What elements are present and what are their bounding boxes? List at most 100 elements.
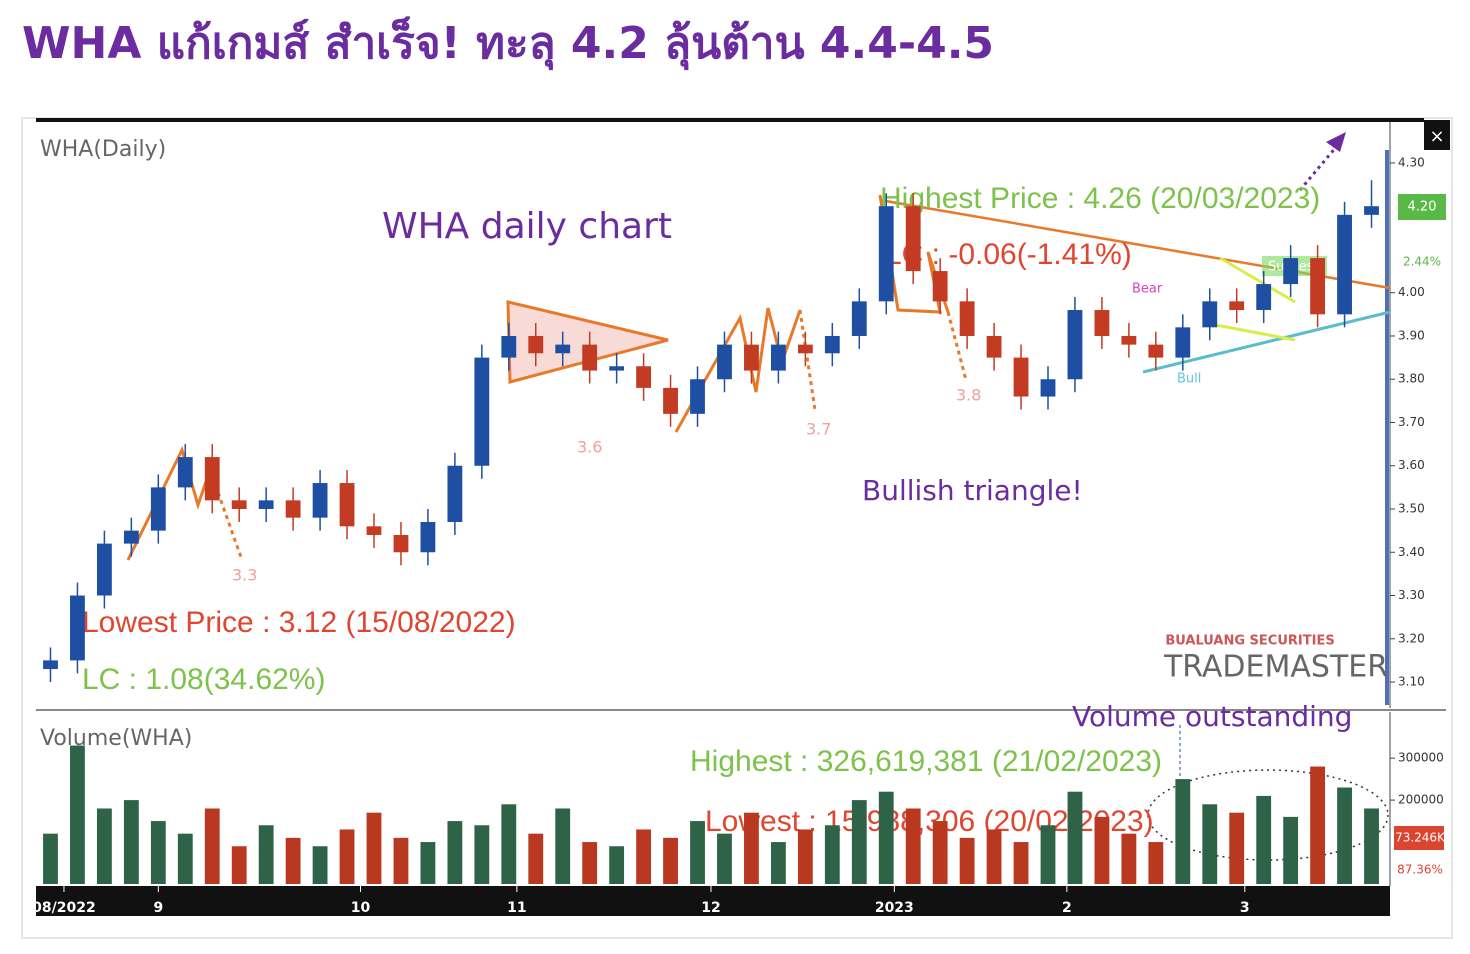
- candle-body: [770, 344, 786, 371]
- volume-bar: [1121, 833, 1137, 884]
- annotation: Volume outstanding: [1072, 700, 1352, 733]
- y-tick-label: 4.30: [1398, 155, 1425, 169]
- candle-body: [70, 595, 85, 661]
- candle-body: [177, 457, 193, 488]
- volume-bar: [1094, 816, 1110, 884]
- candle-body: [312, 483, 328, 518]
- candle-body: [744, 344, 759, 371]
- volume-bar: [420, 842, 436, 884]
- candle-body: [959, 301, 975, 336]
- volume-bar: [1202, 804, 1218, 884]
- volume-bar: [824, 825, 840, 884]
- candle-body: [824, 335, 840, 354]
- annotation: Lowest Price : 3.12 (15/08/2022): [82, 606, 516, 639]
- annotation: LC : 1.08(34.62%): [82, 663, 325, 696]
- candle-body: [1256, 284, 1272, 311]
- volume-bar: [1175, 779, 1191, 884]
- volume-bar: [770, 842, 786, 884]
- last-price-box: [1398, 194, 1446, 220]
- x-tick-label: 12: [701, 900, 720, 916]
- volume-last-pct: 87.36%: [1397, 863, 1443, 877]
- annotation: Highest Price : 4.26 (20/03/2023): [880, 182, 1320, 215]
- y-tick-label: 3.30: [1398, 588, 1425, 602]
- candle-body: [986, 335, 1002, 358]
- volume-bar: [150, 821, 166, 884]
- candle-body: [474, 357, 490, 466]
- candle-body: [204, 457, 220, 501]
- volume-bar: [501, 804, 517, 884]
- y-tick-label: 3.40: [1398, 545, 1425, 559]
- volume-bar: [636, 829, 652, 884]
- candle-body: [1283, 258, 1299, 285]
- candle-body: [1121, 335, 1137, 345]
- top-bar: [36, 118, 1424, 122]
- candle-body: [366, 526, 382, 535]
- y-tick-label: 200000: [1398, 793, 1444, 807]
- volume-bar: [366, 812, 382, 884]
- volume-bar: [312, 846, 328, 884]
- volume-bar: [797, 829, 813, 884]
- candle-body: [690, 379, 705, 414]
- candle-body: [447, 465, 463, 522]
- candle-body: [555, 344, 571, 354]
- candle-body: [905, 206, 921, 272]
- y-tick-label: 3.50: [1398, 502, 1425, 516]
- volume-bar: [1040, 825, 1056, 884]
- volume-bar: [744, 812, 759, 884]
- volume-bar: [1067, 791, 1083, 884]
- x-tick-label: 11: [507, 900, 526, 916]
- annotation: Lowest : 15,988,306 (20/02/2023): [705, 805, 1154, 838]
- y-tick-label: 3.70: [1398, 415, 1425, 429]
- volume-bar: [258, 825, 274, 884]
- candle-body: [339, 483, 355, 527]
- candle-body: [1148, 344, 1164, 358]
- signal-label: Bull: [1177, 372, 1201, 387]
- candle-body: [797, 344, 813, 354]
- candle-body: [1013, 357, 1029, 397]
- volume-bar: [851, 800, 867, 884]
- y-tick-label: 3.90: [1398, 328, 1425, 342]
- y-tick-label: 4.00: [1398, 285, 1425, 299]
- price-axis-bar: [1385, 150, 1389, 705]
- volume-bar: [393, 837, 409, 884]
- volume-bar: [555, 808, 571, 884]
- candle-body: [878, 206, 894, 302]
- pattern-label: 3.6: [577, 438, 602, 457]
- candle-body: [609, 366, 625, 371]
- volume-bar: [986, 829, 1002, 884]
- candle-body: [501, 335, 517, 358]
- signal-label: Bear: [1132, 282, 1163, 297]
- candle-body: [1040, 379, 1056, 397]
- close-button[interactable]: [1424, 120, 1450, 150]
- volume-bar: [43, 833, 58, 884]
- volume-bar: [123, 800, 139, 884]
- candle-body: [528, 335, 544, 354]
- y-tick-label: 300000: [1398, 751, 1444, 765]
- pattern-label: 3.3: [232, 566, 257, 585]
- candle-body: [717, 344, 732, 380]
- candle-body: [851, 301, 867, 336]
- candle-body: [932, 271, 948, 302]
- candle-body: [393, 534, 409, 553]
- annotation: Highest : 326,619,381 (21/02/2023): [690, 745, 1162, 778]
- close-icon[interactable]: ×: [1429, 126, 1444, 147]
- volume-bar: [1013, 842, 1029, 884]
- candle-body: [1202, 301, 1218, 328]
- volume-bar: [690, 821, 705, 884]
- volume-title: Volume(WHA): [40, 726, 192, 751]
- volume-bar: [878, 791, 894, 884]
- volume-last: 73.246K: [1395, 831, 1446, 845]
- volume-bar: [474, 825, 490, 884]
- candle-body: [231, 500, 247, 510]
- candle-body: [1310, 258, 1326, 315]
- candle-body: [1175, 327, 1191, 358]
- x-tick-label: 08/2022: [32, 900, 96, 916]
- pattern-label: 3.7: [806, 420, 831, 439]
- x-axis-bar: [36, 886, 1390, 916]
- candle-body: [636, 366, 652, 388]
- volume-bar: [96, 808, 112, 884]
- candle-body: [1229, 301, 1245, 311]
- panel-title: WHA(Daily): [40, 137, 166, 162]
- candle-body: [1067, 310, 1083, 380]
